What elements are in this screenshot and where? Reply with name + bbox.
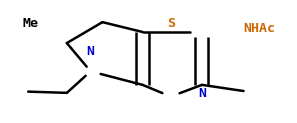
- Text: Me: Me: [22, 17, 38, 31]
- Text: N: N: [198, 87, 206, 100]
- Text: NHAc: NHAc: [244, 22, 276, 35]
- Text: S: S: [167, 17, 175, 31]
- Text: N: N: [87, 45, 94, 58]
